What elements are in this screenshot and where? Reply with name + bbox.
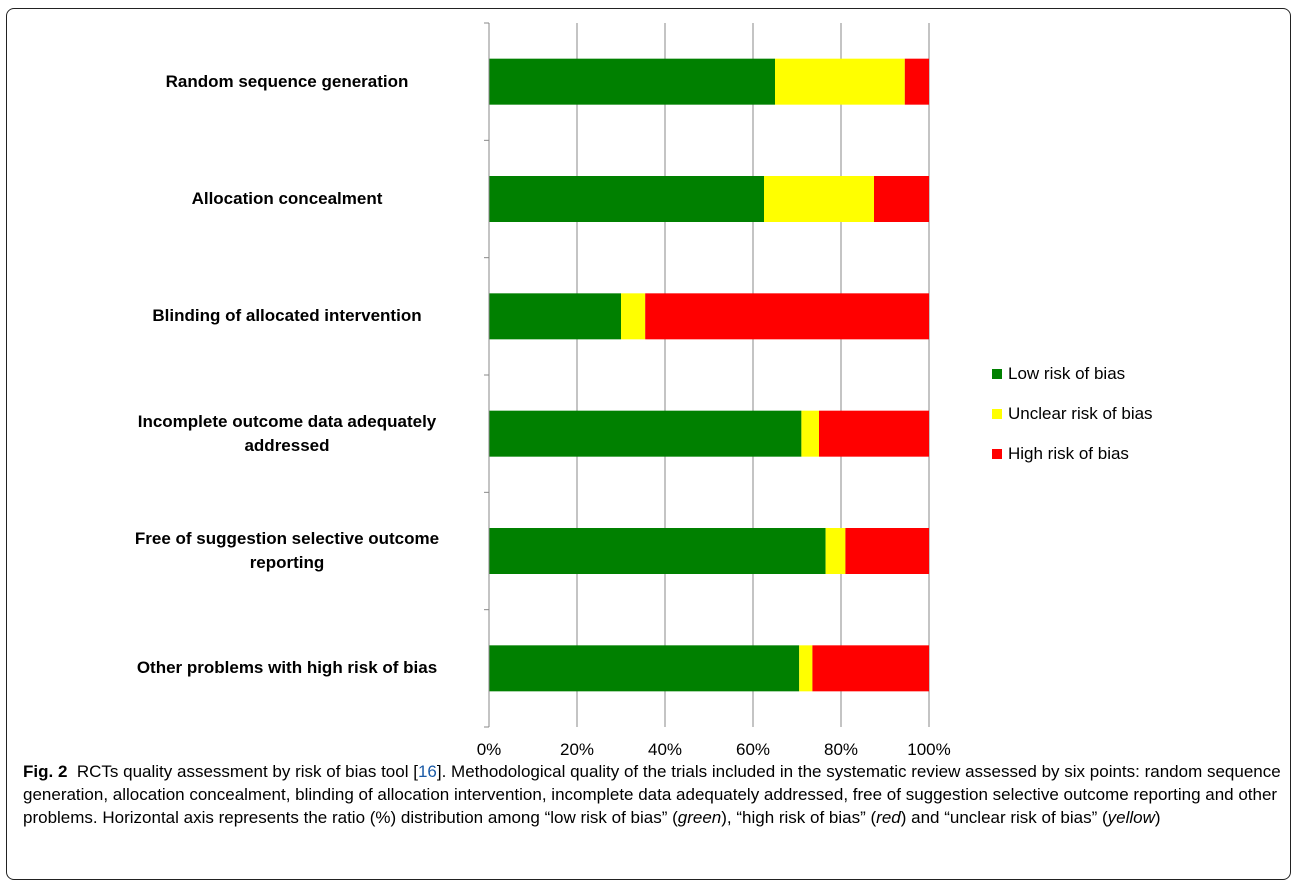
bar-segment xyxy=(489,293,621,340)
bar-segment xyxy=(775,58,905,105)
legend-label: High risk of bias xyxy=(1008,444,1129,463)
x-tick-label: 40% xyxy=(648,740,682,759)
category-label: Incomplete outcome data adequately addre… xyxy=(137,411,437,455)
bar-chart: 0% 20% 40% 60% 80% 100% xyxy=(477,22,951,759)
legend-swatch xyxy=(992,409,1002,419)
caption-text: ), “high risk of bias” ( xyxy=(721,808,877,827)
figure-label: Fig. 2 xyxy=(23,762,68,781)
caption-text: ) and “unclear risk of bias” ( xyxy=(900,808,1108,827)
x-tick-labels: 0% 20% 40% 60% 80% 100% xyxy=(477,740,951,759)
figure-frame: 0% 20% 40% 60% 80% 100% Random sequence gener… xyxy=(6,8,1291,880)
caption-text: RCTs quality assessment by risk of bias … xyxy=(76,762,418,781)
bar-segment xyxy=(874,176,929,222)
bar-segment xyxy=(845,528,929,574)
reference-link[interactable]: 16 xyxy=(417,762,437,781)
caption-text: ) xyxy=(1154,808,1161,827)
caption-text: ]. Methodological quality of the trials … xyxy=(23,762,1281,827)
category-label: Blinding of allocated intervention xyxy=(152,306,422,326)
legend-swatch xyxy=(992,449,1002,459)
caption-yellow: yellow xyxy=(1107,808,1155,827)
bar-segment xyxy=(645,293,929,340)
x-tick-label: 80% xyxy=(824,740,858,759)
category-label: Random sequence generation xyxy=(165,71,409,91)
bar-segment xyxy=(819,410,929,457)
legend-swatch xyxy=(992,369,1002,379)
x-tick-label: 60% xyxy=(736,740,770,759)
bar-segment xyxy=(489,410,802,457)
legend-item: High risk of bias xyxy=(992,434,1153,474)
legend-item: Unclear risk of bias xyxy=(992,394,1153,434)
bar-segment xyxy=(904,58,929,105)
legend: Low risk of bias Unclear risk of bias High… xyxy=(992,354,1153,474)
legend-label: Low risk of bias xyxy=(1008,364,1126,383)
category-label: Other problems with high risk of bias xyxy=(136,658,438,678)
bar-segment xyxy=(489,528,826,574)
figure-caption: Fig. 2 RCTs quality assessment by risk o… xyxy=(23,760,1285,829)
x-tick-label: 20% xyxy=(560,740,594,759)
grid-lines xyxy=(576,23,930,727)
bar-segment xyxy=(812,645,929,692)
x-tick-label: 0% xyxy=(477,740,502,759)
legend-label: Unclear risk of bias xyxy=(1008,404,1153,423)
bar-segment xyxy=(764,176,874,222)
bar-segment xyxy=(825,528,846,574)
bar-segment xyxy=(799,645,813,692)
axes xyxy=(484,22,490,728)
bars xyxy=(489,58,929,692)
category-label: Free of suggestion selective outcome rep… xyxy=(134,529,440,572)
bar-segment xyxy=(489,176,764,222)
category-label: Allocation concealment xyxy=(191,189,383,208)
bar-segment xyxy=(489,58,775,105)
bar-segment xyxy=(801,410,819,457)
bar-segment xyxy=(489,645,800,692)
x-tick-label: 100% xyxy=(907,740,950,759)
legend-item: Low risk of bias xyxy=(992,354,1153,394)
caption-red: red xyxy=(876,808,901,827)
bar-segment xyxy=(621,293,646,340)
caption-green: green xyxy=(677,808,722,827)
